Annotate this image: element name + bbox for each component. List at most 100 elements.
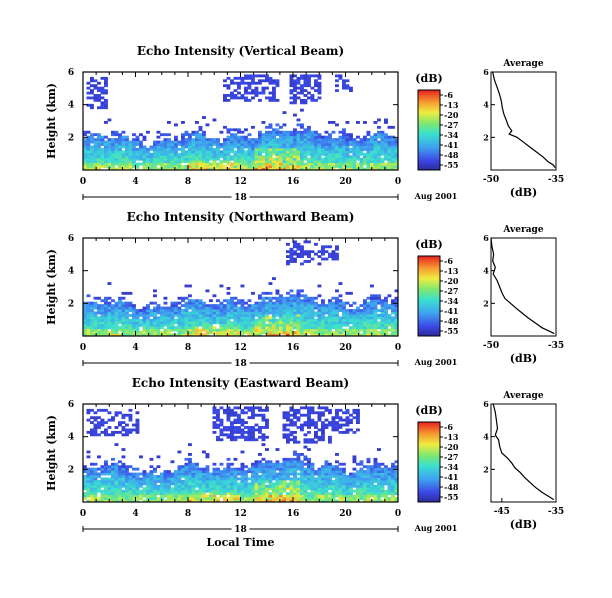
heatmap-cell <box>279 479 283 483</box>
heatmap-cell <box>345 145 350 149</box>
heatmap-cell <box>132 147 136 151</box>
heatmap-cell <box>338 152 343 156</box>
heatmap-cell <box>349 138 353 141</box>
heatmap-cell <box>97 479 101 483</box>
heatmap-cell <box>198 125 203 129</box>
heatmap-cell <box>268 296 273 300</box>
heatmap-cell <box>212 479 217 483</box>
heatmap-cell <box>303 89 308 92</box>
heatmap-cell <box>121 155 126 159</box>
heatmap-cell <box>377 467 381 471</box>
heatmap-cell <box>251 96 255 100</box>
heatmap-cell <box>258 494 262 498</box>
colorbar <box>417 89 441 171</box>
heatmap-cell <box>219 313 224 317</box>
x-tick-label: 20 <box>339 177 352 187</box>
heatmap-cell <box>132 311 136 315</box>
heatmap-cell <box>268 299 273 303</box>
heatmap-cell <box>247 165 252 168</box>
heatmap-cell <box>380 138 385 141</box>
heatmap-cell <box>156 479 161 483</box>
heatmap-cell <box>286 438 290 442</box>
heatmap-cell <box>342 470 346 473</box>
colorbar-tick-label: -13 <box>444 432 459 442</box>
heatmap-cell <box>335 138 339 141</box>
heatmap-cell <box>142 145 147 149</box>
heatmap-cell <box>205 472 210 476</box>
heatmap-cell <box>314 98 318 102</box>
heatmap-cell <box>146 494 150 498</box>
heatmap-cell <box>202 160 206 164</box>
heatmap-cell <box>296 301 301 305</box>
heatmap-cell <box>345 157 350 161</box>
heatmap-cell <box>132 309 136 312</box>
heatmap-cell <box>335 423 339 427</box>
heatmap-cell <box>314 484 318 488</box>
heatmap-cell <box>338 426 343 429</box>
heatmap-cell <box>240 489 245 493</box>
heatmap-cell <box>272 81 276 85</box>
heatmap-cell <box>142 318 147 322</box>
heatmap-cell <box>391 311 395 315</box>
heatmap-cell <box>314 143 318 146</box>
heatmap-cell <box>300 326 304 330</box>
heatmap-cell <box>324 497 329 500</box>
heatmap-cell <box>240 430 245 434</box>
heatmap-cell <box>394 472 399 476</box>
heatmap-cell <box>387 145 392 149</box>
heatmap-cell <box>174 301 178 305</box>
heatmap-cell <box>258 477 262 481</box>
heatmap-cell <box>247 406 252 410</box>
heatmap-cell <box>198 484 203 488</box>
heatmap-cell <box>184 328 189 332</box>
heatmap-cell <box>321 143 325 146</box>
heatmap-cell <box>219 323 224 327</box>
heatmap-cell <box>128 155 133 159</box>
heatmap-cell <box>163 162 168 166</box>
heatmap-cell <box>293 294 297 298</box>
chart-title: Echo Intensity (Eastward Beam) <box>132 376 349 390</box>
heatmap-cell <box>391 494 395 498</box>
heatmap-cell <box>296 118 301 122</box>
heatmap-cell <box>352 411 357 415</box>
heatmap-cell <box>275 81 280 85</box>
heatmap-cell <box>247 416 252 420</box>
heatmap-cell <box>107 411 112 415</box>
heatmap-cell <box>286 318 290 322</box>
heatmap-cell <box>160 145 164 149</box>
heatmap-cell <box>359 311 364 315</box>
heatmap-cell <box>107 301 112 305</box>
heatmap-cell <box>184 296 189 300</box>
heatmap-cell <box>296 123 301 127</box>
heatmap-cell <box>279 301 283 305</box>
heatmap-cell <box>104 421 108 424</box>
heatmap-cell <box>317 309 322 312</box>
colorbar-tick-label: -20 <box>444 276 459 286</box>
heatmap-cell <box>366 323 371 327</box>
heatmap-cell <box>279 487 283 491</box>
heatmap-cell <box>226 287 231 290</box>
heatmap-cell <box>111 160 115 164</box>
heatmap-cell <box>391 487 395 491</box>
heatmap-cell <box>142 306 147 310</box>
heatmap-cell <box>265 150 269 154</box>
heatmap-cell <box>135 426 140 429</box>
heatmap-cell <box>387 147 392 151</box>
heatmap-cell <box>342 79 346 83</box>
heatmap-cell <box>83 167 87 171</box>
heatmap-cell <box>377 150 381 154</box>
heatmap-cell <box>342 430 346 434</box>
heatmap-cell <box>335 157 339 161</box>
heatmap-cell <box>328 440 332 444</box>
heatmap-cell <box>296 76 301 80</box>
heatmap-cell <box>268 125 273 129</box>
heatmap-cell <box>93 94 98 97</box>
heatmap-cell <box>328 245 332 249</box>
heatmap-cell <box>198 499 203 503</box>
heatmap-cell <box>212 494 217 498</box>
heatmap-cell <box>251 311 255 315</box>
heatmap-cell <box>300 453 304 456</box>
heatmap-cell <box>114 155 119 159</box>
heatmap-cell <box>384 309 388 312</box>
heatmap-cell <box>275 323 280 327</box>
